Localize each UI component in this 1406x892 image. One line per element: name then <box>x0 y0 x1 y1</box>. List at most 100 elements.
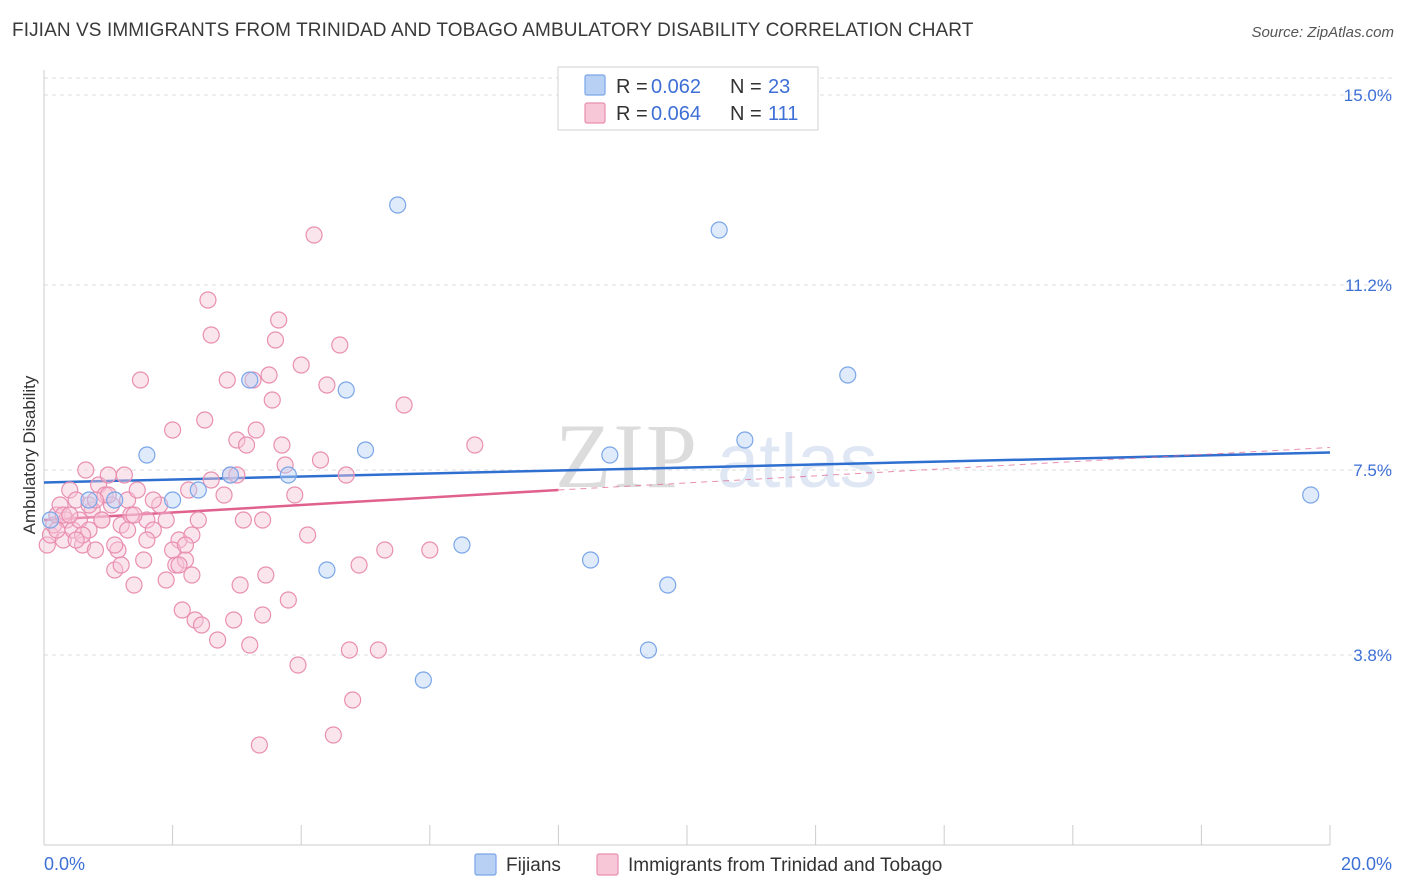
trinidad-point-107 <box>254 511 272 529</box>
trinidad-point-29 <box>131 371 150 389</box>
legend-r-label-1: R = <box>616 76 648 98</box>
trinidad-point-65 <box>266 331 285 349</box>
trinidad-point-72 <box>292 356 310 374</box>
grid <box>44 77 1392 656</box>
trinidad-point-92 <box>144 491 162 509</box>
trinidad-point-79 <box>337 466 355 484</box>
trinidad-point-41 <box>183 566 201 584</box>
fijians-point-7 <box>241 371 259 389</box>
fijians-point-16 <box>601 446 619 464</box>
axes <box>43 70 1331 846</box>
fijians-point-9 <box>318 561 336 579</box>
series-legend-swatch-fijians <box>474 853 497 876</box>
trinidad-point-67 <box>273 436 291 454</box>
trinidad-point-74 <box>305 226 323 244</box>
legend-swatch-trinidad <box>584 102 606 124</box>
legend-n-label-2: N = <box>730 103 762 125</box>
fijians-point-22 <box>1302 486 1320 504</box>
trinidad-point-66 <box>270 311 288 329</box>
trinidad-trend-extension <box>558 447 1331 491</box>
fijians-point-11 <box>356 441 375 459</box>
trend-lines <box>43 447 1331 522</box>
chart-title: FIJIAN VS IMMIGRANTS FROM TRINIDAD AND T… <box>12 20 974 41</box>
trinidad-point-81 <box>344 691 362 709</box>
trinidad-point-104 <box>176 536 195 554</box>
fijians-point-3 <box>138 446 156 464</box>
series-legend-label-fijians: Fijians <box>506 855 561 876</box>
trinidad-point-110 <box>86 491 105 509</box>
trinidad-point-78 <box>331 336 349 354</box>
trinidad-point-44 <box>192 616 211 634</box>
trinidad-point-61 <box>254 606 272 624</box>
fijians-point-20 <box>736 431 754 449</box>
trinidad-point-80 <box>340 641 359 659</box>
trinidad-point-96 <box>157 511 175 529</box>
x-tick-label-1: 20.0% <box>1341 854 1392 874</box>
y-tick-label-2: 11.2% <box>1345 276 1392 295</box>
fijians-point-18 <box>659 576 677 594</box>
trinidad-point-103 <box>138 531 156 549</box>
trinidad-point-52 <box>225 611 243 629</box>
trinidad-point-86 <box>421 541 439 559</box>
fijians-point-17 <box>639 641 658 659</box>
correlation-legend: R = 0.062 N = 23 R = 0.064 N = 111 <box>557 66 819 131</box>
trinidad-point-64 <box>263 391 281 409</box>
trinidad-point-53 <box>228 431 246 449</box>
trinidad-point-45 <box>196 411 214 429</box>
trinidad-point-47 <box>202 326 220 344</box>
trinidad-point-99 <box>61 506 79 524</box>
trinidad-point-32 <box>144 521 162 539</box>
y-tick-label-0: 3.8% <box>1353 646 1392 665</box>
trinidad-point-109 <box>112 556 130 574</box>
legend-r-label-2: R = <box>616 103 648 125</box>
trinidad-point-85 <box>395 396 413 414</box>
fijians-point-19 <box>710 221 728 239</box>
legend-n-label-1: N = <box>730 76 762 98</box>
trinidad-point-19 <box>99 466 117 484</box>
trinidad-point-84 <box>376 541 394 559</box>
trinidad-point-82 <box>350 556 368 574</box>
trinidad-point-83 <box>369 641 387 659</box>
fijians-point-14 <box>453 536 471 554</box>
trinidad-point-43 <box>189 511 207 529</box>
trinidad-point-71 <box>289 656 307 674</box>
trinidad-point-62 <box>257 566 275 584</box>
legend-n-value-1: 23 <box>768 76 790 98</box>
trinidad-point-97 <box>183 526 201 544</box>
trinidad-point-95 <box>67 531 85 549</box>
trinidad-point-94 <box>54 506 72 524</box>
trinidad-point-38 <box>173 601 191 619</box>
x-tick-labels: 0.0% 20.0% <box>44 854 1392 874</box>
trinidad-point-76 <box>318 376 336 394</box>
trinidad-point-15 <box>86 541 105 559</box>
trinidad-point-101 <box>106 536 124 554</box>
fijians-point-1 <box>80 491 98 509</box>
legend-n-value-2: 111 <box>768 103 798 125</box>
fijians-point-21 <box>839 366 857 384</box>
fijians-point-0 <box>41 511 60 529</box>
trinidad-point-24 <box>115 466 133 484</box>
trinidad-point-35 <box>164 421 182 439</box>
trinidad-point-60 <box>250 736 269 754</box>
trinidad-point-55 <box>234 511 252 529</box>
trinidad-point-105 <box>202 471 220 489</box>
trinidad-trend-line <box>43 488 559 522</box>
trinidad-point-69 <box>279 591 297 609</box>
trinidad-point-68 <box>276 456 294 474</box>
fijians-point-12 <box>389 196 407 214</box>
trinidad-point-59 <box>247 421 265 439</box>
trinidad-point-0 <box>38 536 56 554</box>
fijians-point-4 <box>164 491 182 509</box>
series-legend: Fijians Immigrants from Trinidad and Tob… <box>474 853 942 876</box>
trinidad-point-77 <box>324 726 342 744</box>
trinidad-point-12 <box>77 461 95 479</box>
trinidad-point-75 <box>311 451 330 469</box>
fijians-point-5 <box>189 481 207 499</box>
trinidad-point-31 <box>138 511 156 529</box>
trinidad-point-106 <box>228 466 246 484</box>
source-credit: Source: ZipAtlas.com <box>1251 24 1394 41</box>
watermark: ZIP <box>555 405 699 507</box>
x-tick-label-0: 0.0% <box>44 854 85 874</box>
trinidad-point-9 <box>67 491 85 509</box>
